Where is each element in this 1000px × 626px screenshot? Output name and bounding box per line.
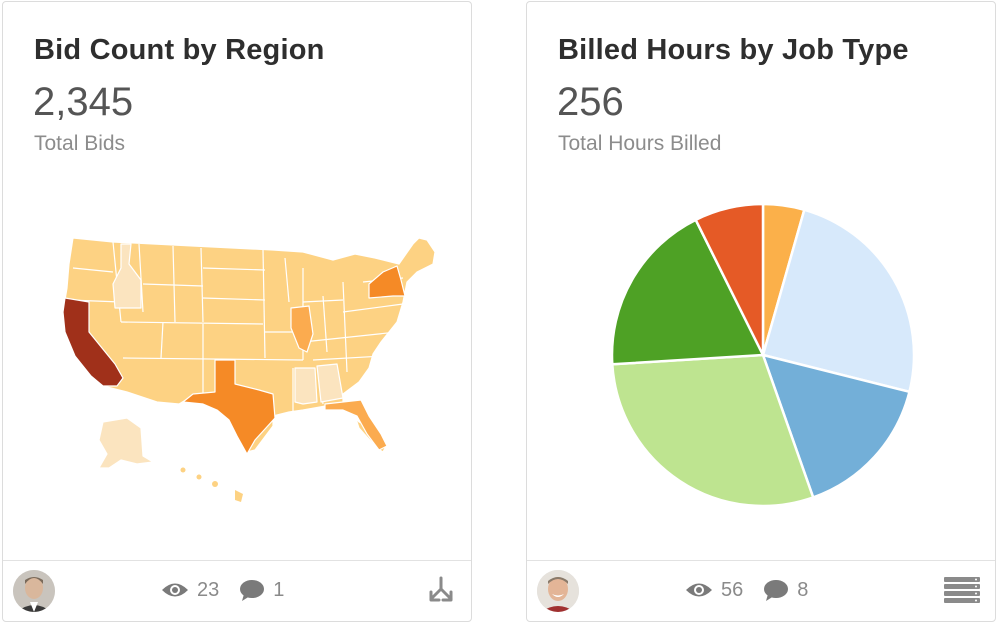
user-avatar[interactable] [537, 570, 579, 612]
pie-slice-4[interactable] [611, 353, 815, 508]
state-new-york [368, 265, 406, 299]
card-title: Billed Hours by Job Type [558, 34, 909, 66]
billed-hours-card[interactable]: Billed Hours by Job Type 256 Total Hours… [526, 1, 996, 622]
user-avatar[interactable] [13, 570, 55, 612]
card-title: Bid Count by Region [34, 34, 325, 66]
comment-icon [764, 580, 789, 601]
pie-slice-5[interactable] [610, 218, 765, 366]
comment-icon [240, 580, 265, 601]
pie-slice-3[interactable] [761, 353, 911, 499]
eye-icon [686, 583, 712, 597]
state-alabama [316, 363, 344, 403]
views-count: 23 [197, 578, 220, 601]
state-texas [182, 359, 276, 455]
state-illinois [290, 305, 314, 353]
state-california [62, 297, 124, 387]
comments-stat[interactable]: 1 [239, 579, 284, 602]
pie-slice-2[interactable] [761, 208, 916, 394]
card-footer: 23 1 [3, 560, 471, 621]
state-florida [324, 399, 388, 451]
views-count: 56 [721, 578, 744, 601]
state-alaska [98, 417, 154, 469]
card-subtitle: Total Bids [34, 132, 126, 155]
comments-count: 8 [797, 578, 809, 601]
views-stat: 56 [685, 579, 743, 602]
table-rows-icon[interactable] [943, 575, 981, 605]
state-mississippi [294, 367, 318, 405]
merge-arrows-icon[interactable] [425, 575, 457, 607]
bid-count-card[interactable]: Bid Count by Region 2,345 Total Bids [2, 1, 472, 622]
comments-stat[interactable]: 8 [763, 579, 808, 602]
pie-chart [527, 172, 995, 562]
us-map-chart [3, 172, 471, 562]
card-value: 2,345 [33, 80, 134, 124]
eye-icon [162, 583, 188, 597]
views-stat: 23 [161, 579, 219, 602]
card-footer: 56 8 [527, 560, 995, 621]
pie-slice-6[interactable] [694, 202, 765, 357]
state-hawaii [180, 467, 243, 502]
comments-count: 1 [273, 578, 285, 601]
state-idaho [112, 243, 142, 309]
card-value: 256 [557, 80, 624, 124]
card-subtitle: Total Hours Billed [558, 132, 722, 155]
